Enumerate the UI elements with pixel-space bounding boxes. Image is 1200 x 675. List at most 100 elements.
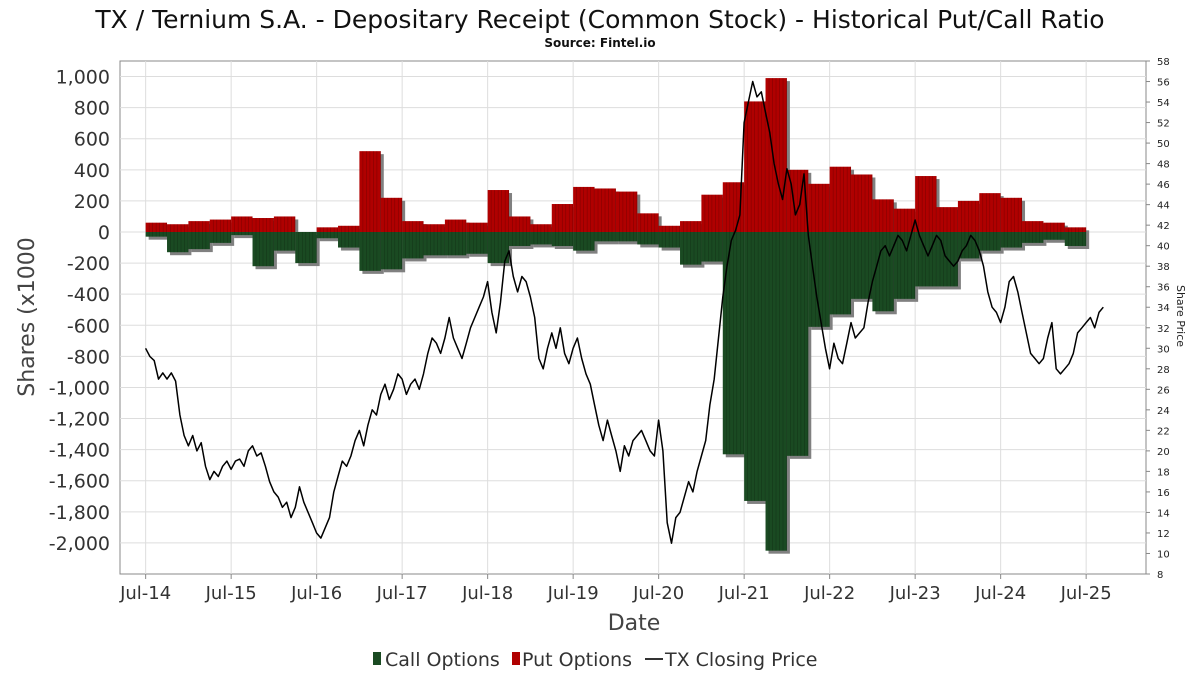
call-bar <box>680 232 702 265</box>
y-tick-label: -600 <box>67 315 110 337</box>
put-bar <box>829 166 852 232</box>
put-bar <box>658 225 681 232</box>
legend-call-label: Call Options <box>385 649 500 671</box>
call-bar <box>167 232 189 253</box>
legend-call-swatch <box>373 652 381 665</box>
y2-tick-label: 14 <box>1157 508 1170 519</box>
call-bar <box>1064 232 1087 246</box>
call-bar <box>786 232 809 456</box>
x-tick-label: Jul-19 <box>547 583 599 604</box>
call-bar <box>145 232 168 237</box>
put-bar <box>316 227 339 232</box>
y-tick-label: -1,800 <box>49 502 110 524</box>
put-bar <box>573 186 595 232</box>
y-tick-label: -1,000 <box>49 377 110 399</box>
legend-put-swatch <box>512 652 520 665</box>
x-tick-label: Jul-15 <box>205 583 257 604</box>
put-bar <box>423 224 445 232</box>
y-tick-label: 400 <box>74 160 110 182</box>
put-bar <box>231 216 253 232</box>
y2-tick-label: 50 <box>1157 139 1170 150</box>
y-axis-right: 58 56 54 52 50 48 46 44 42 40 38 36 34 32 30 28 26 24 22 20… <box>1146 57 1170 581</box>
x-tick-label: Jul-17 <box>376 583 428 604</box>
price-line-group <box>144 80 1104 544</box>
x-tick-label: Jul-25 <box>1060 583 1112 604</box>
call-bar <box>359 232 381 271</box>
call-bar <box>1000 232 1023 248</box>
call-bar <box>1022 232 1044 243</box>
y2-tick-label: 56 <box>1157 78 1170 89</box>
call-bar <box>722 232 745 455</box>
put-bar <box>808 183 830 232</box>
put-bar <box>509 216 531 232</box>
call-bar <box>316 232 339 239</box>
y-tick-label: -2,000 <box>49 533 110 555</box>
call-bar <box>444 232 467 256</box>
y-axis-left: 1,000 800 600 400 200 0 -200 -400 -600 -800 -1,000… <box>49 67 110 555</box>
x-tick-label: Jul-14 <box>119 583 171 604</box>
put-bar <box>957 200 980 232</box>
y-tick-label: 0 <box>98 222 110 244</box>
y2-tick-label: 48 <box>1157 160 1170 171</box>
put-bar <box>487 190 510 232</box>
y2-tick-label: 58 <box>1157 57 1170 68</box>
x-axis: Jul-14 Jul-15 Jul-16 Jul-17 Jul-18 Jul-19 Jul-… <box>119 574 1112 604</box>
call-bar <box>273 232 296 251</box>
chart-subtitle: Source: Fintel.io <box>544 36 655 50</box>
call-bar-shadow <box>234 235 256 239</box>
y2-axis-label: Share Price <box>1174 285 1187 347</box>
call-bar <box>893 232 916 299</box>
put-bar <box>380 197 403 232</box>
put-bar <box>444 219 467 232</box>
x-tick-label: Jul-24 <box>974 583 1026 604</box>
call-bar <box>979 232 1001 251</box>
y2-tick-label: 46 <box>1157 180 1170 191</box>
call-bar-shadow <box>148 235 171 240</box>
y-tick-label: -400 <box>67 284 110 306</box>
put-bar <box>872 199 894 232</box>
put-bar <box>252 218 274 232</box>
legend-price-label: TX Closing Price <box>664 649 818 671</box>
y-tick-label: -800 <box>67 346 110 368</box>
call-bar <box>295 232 317 264</box>
put-bar <box>530 224 552 232</box>
y2-tick-label: 16 <box>1157 488 1170 499</box>
put-bar <box>359 151 381 232</box>
x-tick-label: Jul-20 <box>632 583 684 604</box>
put-bar <box>979 193 1001 232</box>
y-tick-label: -1,200 <box>49 409 110 431</box>
y2-tick-label: 36 <box>1157 283 1170 294</box>
put-bar <box>936 207 958 232</box>
call-bar <box>252 232 274 267</box>
put-bar <box>851 174 873 232</box>
call-bar <box>808 232 830 327</box>
put-bar <box>338 225 360 232</box>
y-tick-label: 200 <box>74 191 110 213</box>
y2-tick-label: 42 <box>1157 221 1170 232</box>
chart-title: TX / Ternium S.A. - Depositary Receipt (… <box>94 5 1104 34</box>
y2-tick-label: 54 <box>1157 98 1170 109</box>
call-bar <box>209 232 232 243</box>
y-tick-label: -1,600 <box>49 471 110 493</box>
call-bar <box>615 232 638 242</box>
call-bar <box>1043 232 1065 240</box>
price-line <box>144 80 1104 544</box>
put-bar <box>551 204 574 232</box>
call-bar <box>509 232 531 246</box>
put-bar <box>1000 197 1023 232</box>
y-tick-label: -1,400 <box>49 440 110 462</box>
legend: Call Options Put Options TX Closing Pric… <box>373 649 818 671</box>
x-tick-label: Jul-22 <box>803 583 855 604</box>
put-bar <box>1043 222 1065 232</box>
call-bar <box>530 232 552 245</box>
put-bar <box>637 213 659 232</box>
y-tick-label: 800 <box>74 98 110 120</box>
y2-tick-label: 20 <box>1157 447 1170 458</box>
y2-tick-label: 24 <box>1157 406 1170 417</box>
put-bar <box>915 176 937 232</box>
put-bar <box>615 191 638 232</box>
call-bar <box>188 232 210 250</box>
put-bar <box>594 188 616 232</box>
call-bar <box>231 232 253 236</box>
